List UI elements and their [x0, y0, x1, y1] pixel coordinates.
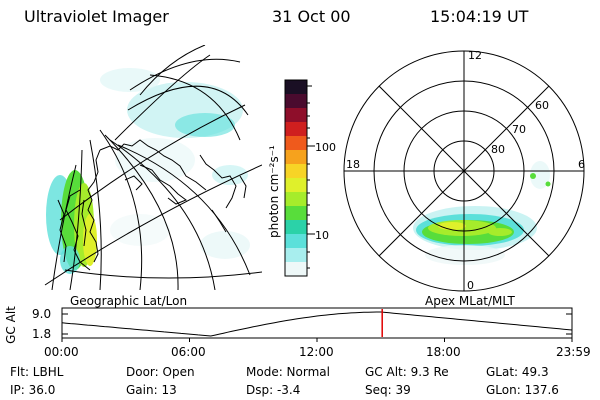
- colorbar-segment: [285, 206, 307, 221]
- mlt-label-6: 6: [578, 158, 585, 171]
- observation-date: 31 Oct 00: [272, 7, 351, 26]
- colorbar-segment: [285, 248, 307, 263]
- apex-map-label: Apex MLat/MLT: [425, 294, 515, 308]
- instrument-title: Ultraviolet Imager: [24, 7, 169, 26]
- colorbar-tick-100: 100: [315, 141, 336, 154]
- mlt-label-18: 18: [346, 158, 360, 171]
- param-gain: Gain: 13: [126, 383, 177, 397]
- altitude-plot: [61, 307, 573, 342]
- mlt-label-0: 0: [467, 279, 474, 292]
- mlt-label-12: 12: [468, 49, 482, 62]
- colorbar-segment: [285, 150, 307, 165]
- colorbar-segment: [285, 136, 307, 151]
- geographic-map: [44, 45, 262, 290]
- latitude-grid: [44, 54, 262, 286]
- altitude-ytick-1.8: 1.8: [32, 327, 52, 341]
- colorbar-segment: [285, 80, 307, 95]
- mlat-label-80: 80: [491, 143, 505, 156]
- param-seq: Seq: 39: [365, 383, 411, 397]
- colorbar-segment: [285, 234, 307, 249]
- colorbar-segment: [285, 108, 307, 123]
- polar-plot: 12 18 6 0 60 70 80: [343, 49, 585, 292]
- altitude-xtick-1800: 18:00: [426, 345, 461, 359]
- coastlines: [57, 139, 247, 271]
- altitude-ytick-9: 9.0: [32, 307, 52, 321]
- longitude-grid: [51, 45, 251, 290]
- param-mode: Mode: Normal: [246, 365, 330, 379]
- aurora-emission-right: [413, 161, 551, 265]
- map-limb: [129, 58, 241, 91]
- colorbar: 100 10 photon cm⁻²s⁻¹: [267, 79, 336, 277]
- altitude-xtick-0600: 06:00: [171, 345, 206, 359]
- colorbar-segment: [285, 164, 307, 179]
- param-filter: Flt: LBHL: [10, 365, 64, 379]
- colorbar-segment: [285, 220, 307, 235]
- mlat-label-60: 60: [535, 99, 549, 112]
- polar-diagonal-2: [378, 85, 550, 257]
- colorbar-segment: [285, 94, 307, 109]
- param-gc-alt: GC Alt: 9.3 Re: [365, 365, 449, 379]
- param-dsp: Dsp: -3.4: [246, 383, 301, 397]
- colorbar-frame: [284, 79, 308, 277]
- colorbar-segment: [285, 262, 307, 277]
- aurora-emission-left: [46, 68, 250, 274]
- colorbar-ticks: [307, 85, 315, 269]
- colorbar-tick-10: 10: [315, 229, 329, 242]
- altitude-ylabel: GC Alt: [3, 306, 18, 344]
- geographic-map-label: Geographic Lat/Lon: [70, 294, 188, 308]
- param-glat: GLat: 49.3: [486, 365, 549, 379]
- mlat-label-70: 70: [512, 123, 526, 136]
- colorbar-unit-label: photon cm⁻²s⁻¹: [267, 145, 281, 238]
- colorbar-segment: [285, 192, 307, 207]
- altitude-xtick-0000: 00:00: [44, 345, 79, 359]
- colorbar-segments: [285, 80, 307, 277]
- altitude-xtick-1200: 12:00: [299, 345, 334, 359]
- altitude-x-ticks: [61, 338, 573, 342]
- observation-time: 15:04:19 UT: [430, 7, 529, 26]
- altitude-xtick-2359: 23:59: [556, 345, 591, 359]
- param-glon: GLon: 137.6: [486, 383, 559, 397]
- colorbar-segment: [285, 178, 307, 193]
- param-door: Door: Open: [126, 365, 195, 379]
- param-ip: IP: 36.0: [10, 383, 56, 397]
- colorbar-segment: [285, 122, 307, 137]
- altitude-curve: [61, 311, 573, 337]
